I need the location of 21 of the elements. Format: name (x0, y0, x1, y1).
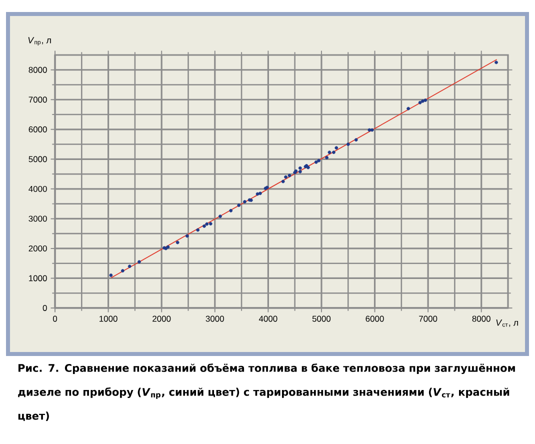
y-tick-label: 4000 (28, 186, 47, 192)
y-tick-label: 6000 (28, 126, 47, 132)
text: Рис. 7. Сравнение показаний объёма топлива в баке тепловоза при заглушённом дизеле по прибору (V$_{пр}$, синий цвет) с тарированными значениями (V$_{ст}$, красный цвет) (18, 364, 515, 422)
x-tick-label: 5000 (312, 316, 331, 322)
x-tick-label: 7000 (419, 316, 438, 322)
y-tick-label: 5000 (28, 156, 47, 162)
x-tick-label: 8000 (472, 316, 490, 322)
x-tick-label: 0 (52, 316, 58, 322)
x-tick-label: 3000 (206, 316, 224, 322)
y-tick-label: 2000 (28, 245, 47, 252)
x-tick-label: 6000 (366, 316, 384, 322)
y-tick-label: 3000 (28, 216, 47, 222)
x-tick-label: 1000 (100, 316, 118, 322)
y-tick-label: 0 (42, 304, 47, 311)
x-axis-title: V$_{ст}$, л (496, 320, 518, 327)
y-tick-label: 7000 (28, 96, 47, 103)
y-axis-title: V$_{пр}$, л (28, 37, 51, 46)
y-tick-label: 8000 (28, 66, 47, 73)
x-tick-label: 2000 (152, 316, 171, 322)
y-tick-label: 1000 (29, 275, 47, 282)
x-tick-label: 4000 (258, 316, 278, 322)
